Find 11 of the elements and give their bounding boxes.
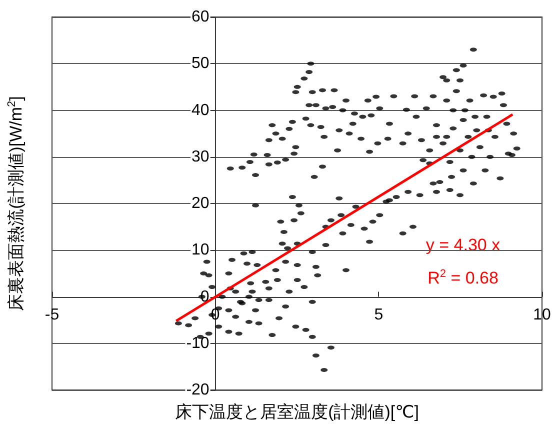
y-tick-label: 60 bbox=[192, 8, 210, 26]
y-axis-title: 床裏表面熱流(計測値)[W/m2] bbox=[6, 96, 26, 311]
y-tick-label: -10 bbox=[186, 334, 210, 352]
y-tick-label: 30 bbox=[192, 148, 210, 166]
y-tick-label: 40 bbox=[192, 102, 210, 119]
y-tick-label: -20 bbox=[186, 382, 210, 398]
y-tick-label: 10 bbox=[192, 242, 210, 259]
y-tick-label: 50 bbox=[192, 55, 210, 72]
y-tick-label: 20 bbox=[192, 195, 210, 212]
x-axis-title: 床下温度と居室温度(計測値)[℃] bbox=[175, 402, 419, 422]
x-tick-label: 5 bbox=[374, 306, 384, 324]
